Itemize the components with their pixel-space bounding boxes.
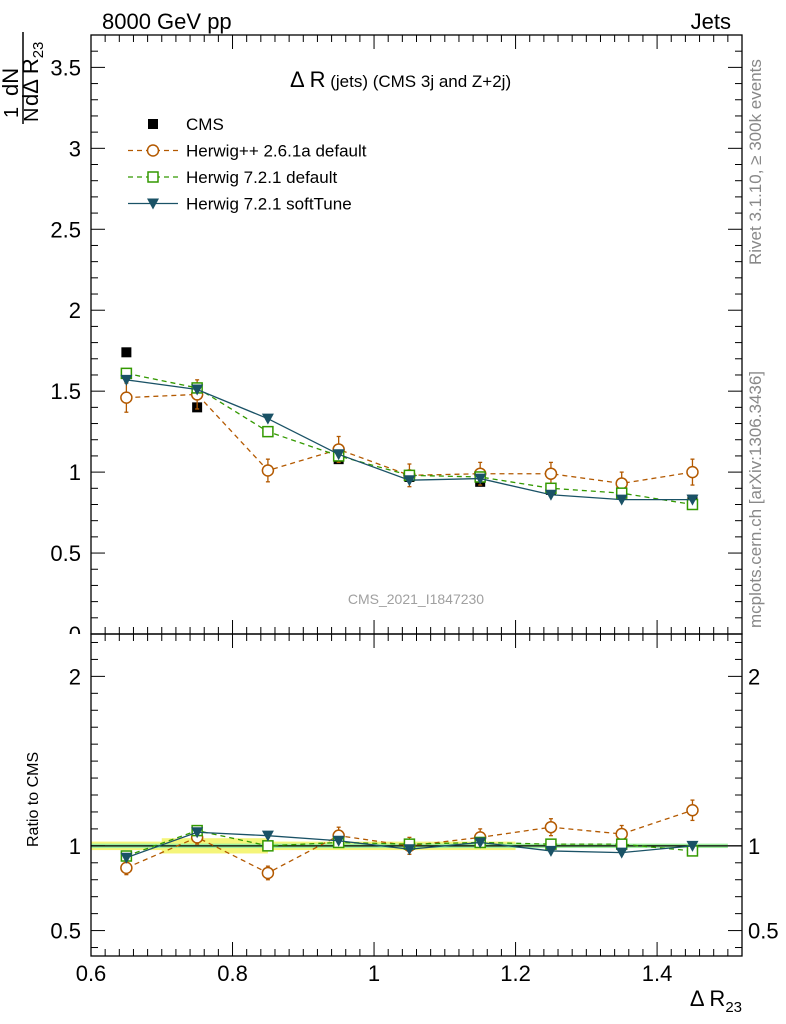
y-tick-label: 3 [69,136,81,161]
plot-frame [90,633,743,957]
ylabel-dR: dΔ R23 [18,42,47,106]
header-right: Jets [691,9,731,34]
ylabel-N: N [21,108,43,122]
x-axis-label: Δ R23 [690,986,742,1016]
marker-circle-open [120,391,133,404]
marker-triangle-down [544,489,557,501]
y-tick-label: 3.5 [50,55,81,80]
marker-triangle-down [686,494,699,506]
x-axis-label-sub: 23 [725,999,742,1016]
main-panel: 0.5 1 1.5 2 2.5 3 3.5 0 [50,34,743,647]
plot-title-main: Δ R [290,67,325,92]
series-2 [120,367,699,511]
marker-triangle-down [120,374,133,386]
series-2 [120,827,699,864]
analysis-watermark: CMS_2021_I1847230 [348,591,484,607]
marker-square [121,347,132,358]
y-tick-label-right: 2 [748,664,760,689]
y-tick-label: 1.5 [50,379,81,404]
marker-circle-open [686,804,699,817]
y-tick-label-right: 1 [748,834,760,859]
marker-circle-open [120,861,133,875]
marker-circle-open [146,144,160,157]
marker-circle-open [261,464,275,477]
marker-square [148,119,158,129]
ylabel-one: 1 [1,107,23,118]
marker-triangle-down [332,835,345,847]
marker-circle-open [544,820,558,834]
marker-square-open [262,425,274,438]
legend-entry: CMS [148,115,224,134]
x-tick-label: 1 [368,961,380,986]
legend-entry: Herwig++ 2.6.1a default [128,142,367,161]
marker-triangle-down [403,475,416,487]
y-tick-label: 2 [69,298,81,323]
marker-triangle-down [261,830,274,842]
ratio-y-axis-label: Ratio to CMS [25,752,42,847]
marker-triangle-down [191,827,204,839]
marker-triangle-down [474,473,487,485]
series-line [126,393,693,485]
marker-triangle-down [332,449,345,461]
marker-circle-open [261,866,275,880]
marker-triangle-down [261,413,274,425]
y-tick-label: 2.5 [50,217,81,242]
marker-circle-open [615,477,628,490]
legend-label: Herwig++ 2.6.1a default [186,142,367,161]
plot-title-rest: (jets) (CMS 3j and Z+2j) [325,72,511,91]
marker-circle-open [615,827,628,841]
x-tick-label: 0.8 [217,961,248,986]
rivet-label: Rivet 3.1.10, ≥ 300k events [746,59,765,265]
marker-triangle-down [474,837,487,849]
marker-circle-open [544,467,558,480]
series-3 [120,374,699,506]
x-tick-label: 1.4 [642,961,673,986]
x-tick-label: 1.2 [500,961,531,986]
y-tick-label: 2 [69,664,81,689]
marker-triangle-down [615,494,628,506]
marker-triangle-down [147,198,159,210]
marker-triangle-down [615,847,628,859]
y-tick-label-zero: 0 [69,622,81,647]
legend-label: Herwig 7.2.1 softTune [186,195,352,214]
marker-triangle-down [191,384,204,396]
x-axis-label-main: Δ R [690,986,725,1011]
ylabel-dR-sub: 23 [30,42,47,59]
ylabel-dR-main: dΔ R [18,58,43,106]
x-tick-label: 0.6 [76,961,107,986]
legend-entry: Herwig 7.2.1 default [128,168,337,187]
y-tick-label: 1 [69,460,81,485]
y-tick-label-right: 0.5 [748,919,779,944]
y-tick-label: 0.5 [50,919,81,944]
legend-label: Herwig 7.2.1 default [186,168,337,187]
legend-label: CMS [186,115,224,134]
legend: CMS Herwig++ 2.6.1a default Herwig 7.2.1 d… [128,115,367,214]
mcplots-label: mcplots.cern.ch [arXiv:1306.3436] [746,371,765,628]
marker-triangle-down [120,852,133,864]
marker-square-open [147,171,159,183]
marker-triangle-down [544,845,557,857]
marker-triangle-down [403,844,416,856]
y-tick-label: 1 [69,834,81,859]
marker-circle-open [686,465,699,479]
series-line [126,372,693,506]
ylabel-dN: dN [0,68,23,96]
marker-triangle-down [686,840,699,852]
plot-title: Δ R (jets) (CMS 3j and Z+2j) [290,67,511,92]
legend-entry: Herwig 7.2.1 softTune [128,195,352,214]
ratio-panel: 0.5 0.5 1 1 2 2 0.6 0.8 1 1.2 1.4 [50,633,779,986]
main-y-axis-label: 1 N dN dΔ R23 [0,32,47,124]
header-left: 8000 GeV pp [102,9,232,34]
marker-square-open [262,840,274,852]
y-tick-label: 0.5 [50,541,81,566]
